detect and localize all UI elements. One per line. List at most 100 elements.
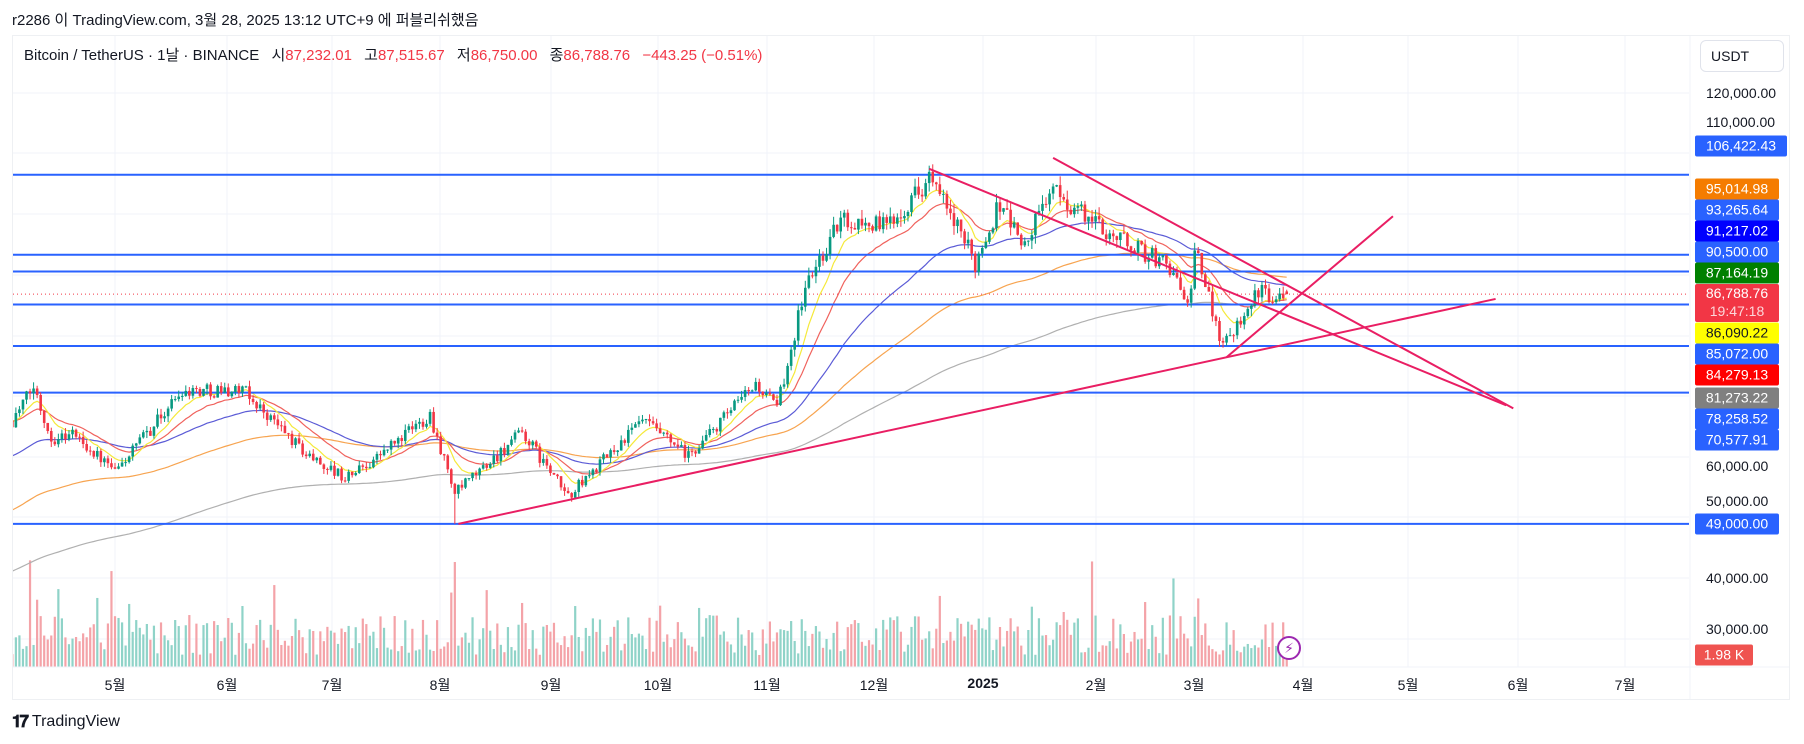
candle-body bbox=[1154, 247, 1158, 267]
volume-bar bbox=[623, 643, 626, 667]
candle-body bbox=[510, 439, 513, 445]
volume-bar bbox=[110, 571, 113, 667]
volume-bar bbox=[698, 607, 701, 667]
volume-bar bbox=[528, 649, 531, 667]
volume-bar bbox=[1112, 618, 1115, 667]
volume-bar bbox=[1175, 638, 1179, 667]
candle-body bbox=[842, 212, 846, 218]
trend-line bbox=[458, 297, 1496, 525]
candle-body bbox=[1119, 232, 1122, 241]
candle-body bbox=[78, 436, 81, 438]
candle-body bbox=[796, 310, 800, 341]
candle-body bbox=[74, 429, 78, 437]
high-value: 87,515.67 bbox=[377, 47, 445, 64]
volume-bar bbox=[237, 632, 240, 667]
lightning-icon[interactable]: ⚡ bbox=[1277, 636, 1301, 660]
candle-body bbox=[814, 266, 818, 277]
volume-bar bbox=[213, 621, 216, 667]
volume-bar bbox=[319, 631, 322, 667]
low-label: 저 bbox=[456, 47, 471, 64]
volume-bar bbox=[605, 644, 609, 667]
candle-body bbox=[276, 419, 280, 426]
candle-body bbox=[782, 384, 786, 387]
candle-body bbox=[439, 436, 442, 455]
volume-bar bbox=[425, 634, 428, 667]
candle-body bbox=[888, 216, 892, 223]
volume-bar bbox=[758, 654, 761, 667]
candle-body bbox=[1041, 203, 1044, 211]
volume-bar bbox=[482, 628, 485, 667]
candle-body bbox=[435, 432, 439, 437]
volume-bar bbox=[149, 639, 152, 667]
currency-button[interactable]: USDT bbox=[1700, 40, 1784, 72]
volume-bar bbox=[828, 649, 832, 667]
volume-bar bbox=[942, 643, 945, 667]
volume-bar bbox=[1193, 616, 1196, 667]
volume-bar bbox=[637, 633, 641, 667]
candle-body bbox=[110, 463, 113, 468]
volume-bar bbox=[372, 631, 375, 667]
volume-bar bbox=[655, 620, 658, 667]
volume-bar bbox=[361, 618, 364, 667]
volume-bar bbox=[1030, 606, 1033, 667]
volume-bar bbox=[294, 618, 297, 667]
volume-bar bbox=[184, 625, 187, 667]
volume-bar bbox=[71, 638, 74, 667]
candle-body bbox=[1009, 209, 1012, 228]
candle-body bbox=[64, 433, 67, 440]
candle-body bbox=[1083, 204, 1087, 222]
volume-bar bbox=[273, 585, 276, 667]
volume-bar bbox=[1214, 651, 1218, 667]
volume-bar bbox=[1073, 622, 1076, 667]
volume-bar bbox=[740, 634, 743, 667]
candle-body bbox=[513, 432, 517, 440]
candle-body bbox=[924, 183, 927, 197]
volume-bar bbox=[782, 630, 786, 667]
volume-bar bbox=[513, 650, 517, 667]
candle-body bbox=[623, 440, 627, 443]
candle-body bbox=[938, 184, 942, 194]
tradingview-logo[interactable]: 𝟏𝟕 TradingView bbox=[12, 712, 120, 732]
volume-bar bbox=[198, 654, 202, 667]
candle-body bbox=[113, 467, 117, 469]
candle-body bbox=[534, 441, 538, 447]
candle-body bbox=[234, 386, 237, 392]
volume-bar bbox=[25, 646, 28, 667]
volume-bar bbox=[220, 641, 223, 667]
candle-body bbox=[860, 218, 864, 226]
candle-body bbox=[418, 421, 421, 424]
volume-bar bbox=[1186, 638, 1189, 667]
volume-bar bbox=[39, 616, 42, 667]
candle-body bbox=[283, 425, 287, 434]
candle-body bbox=[559, 476, 563, 488]
candle-body bbox=[1012, 222, 1016, 228]
candle-body bbox=[106, 458, 110, 464]
volume-bar bbox=[227, 618, 230, 667]
volume-bar bbox=[659, 605, 662, 667]
candle-body bbox=[1172, 272, 1175, 275]
volume-bar bbox=[170, 645, 173, 667]
candle-body bbox=[1257, 290, 1260, 298]
candle-body bbox=[1186, 299, 1189, 303]
candle-body bbox=[1214, 316, 1218, 322]
volume-bar bbox=[266, 647, 269, 667]
candle-body bbox=[1271, 302, 1274, 304]
candle-body bbox=[807, 275, 811, 288]
candle-body bbox=[648, 418, 651, 422]
candle-body bbox=[248, 386, 251, 399]
volume-bar bbox=[651, 651, 655, 667]
volume-bar bbox=[567, 647, 570, 667]
candle-body bbox=[761, 391, 765, 395]
close-value: 86,788.76 bbox=[563, 47, 631, 64]
volume-bar bbox=[871, 644, 874, 667]
symbol-name[interactable]: Bitcoin / TetherUS · 1날 · BINANCE bbox=[24, 47, 260, 64]
candle-body bbox=[127, 456, 131, 463]
candle-body bbox=[81, 436, 85, 444]
volume-bar bbox=[280, 644, 283, 667]
candle-body bbox=[665, 432, 669, 435]
candle-body bbox=[931, 171, 935, 183]
candle-body bbox=[216, 386, 219, 398]
volume-bar bbox=[1221, 650, 1225, 667]
candle-body bbox=[1189, 288, 1193, 303]
